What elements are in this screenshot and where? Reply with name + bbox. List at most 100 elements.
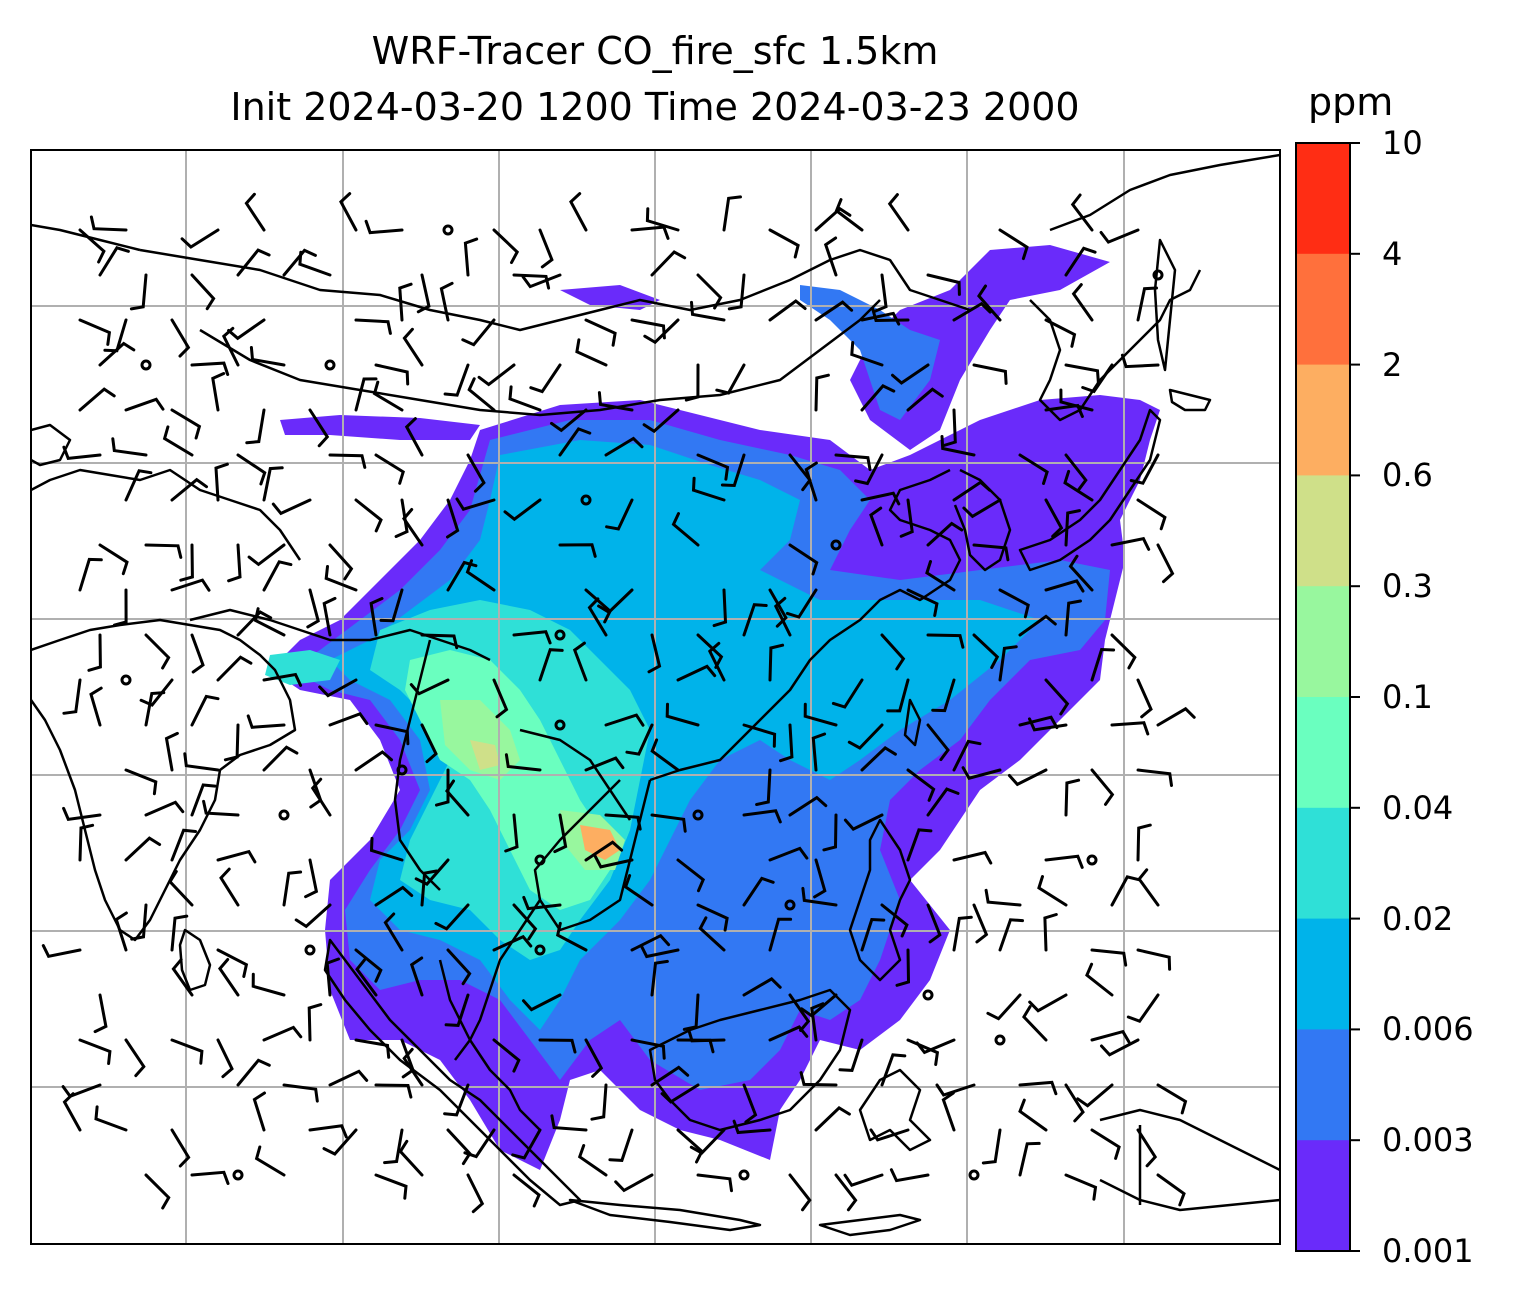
coast-srilanka [178,928,212,992]
wind-barb [986,993,1022,1021]
wind-barb [1044,854,1084,869]
wind-barb [98,246,130,277]
wind-barb [1126,993,1160,1024]
wind-barb [773,596,792,637]
wind-barb [439,281,454,322]
wind-barb [1156,1173,1186,1207]
calm-wind-marker [534,944,546,956]
wind-barb [935,1083,976,1097]
wind-barb [906,828,933,862]
wind-barb [282,248,317,277]
wind-barb [889,1168,930,1183]
wind-barb [322,596,337,637]
map-plot-area [31,150,1280,1244]
wind-barb [1071,283,1094,322]
wind-barb [597,391,634,412]
wind-barb [1129,453,1160,485]
wind-barb [364,219,404,235]
wind-barb [492,678,509,719]
wind-barb [1136,823,1152,862]
wind-barb [78,1038,112,1065]
wind-barb [952,915,973,952]
wind-barb [645,207,680,232]
wind-barb [170,408,202,440]
colorbar-segment [1296,364,1350,476]
wind-barb [1136,1128,1158,1168]
coast-malay [438,959,541,1131]
wind-barb [814,1106,851,1132]
wind-barb [144,800,185,817]
wind-barb [254,1145,286,1177]
wind-barb [1156,706,1196,727]
wind-barb [642,408,680,434]
wind-barb [689,1128,726,1155]
wind-barb [984,888,1022,907]
wind-barb [860,384,896,412]
wind-barb [584,318,617,347]
wind-barb [952,480,992,502]
wind-barb [1064,246,1097,277]
wind-barb [308,1124,348,1139]
wind-barb [253,607,286,637]
colorbar-segment [1296,253,1350,366]
calm-wind-marker [1152,269,1164,281]
coast-newguinea [1099,1108,1280,1172]
wind-barb [831,678,864,709]
wind-barb [926,633,965,649]
wind-barb [354,1038,391,1059]
wind-barb [308,408,330,448]
wind-barb [926,723,950,762]
calm-wind-marker [324,359,336,371]
wind-barb [1136,948,1172,971]
wind-barb [1099,228,1140,244]
wind-barb [130,903,148,941]
wind-barb [1156,1083,1188,1115]
wind-barb [577,1144,608,1177]
wind-barb [113,588,128,627]
wind-barb [251,972,286,997]
wind-barb [304,858,319,899]
wind-barb [811,732,827,772]
wind-barb [604,436,644,457]
wind-barb [369,597,384,637]
wind-barb [93,993,108,1034]
wind-barb [170,828,197,862]
wind-barb [249,346,286,367]
coast-taiwan [903,698,922,747]
calm-wind-marker [140,359,152,371]
wind-barb [62,1092,82,1132]
wind-barb [785,588,818,619]
coastlines-borders [31,153,1280,1237]
wind-barb [328,711,369,727]
wind-barb [190,633,205,674]
wind-barb [170,477,208,502]
wind-barb [89,686,103,727]
wind-barb [869,1128,910,1142]
wind-barb [180,228,220,249]
wind-barb [768,299,807,322]
wind-barb [660,1083,700,1104]
wind-barb [926,521,964,547]
wind-barb [190,273,216,311]
wind-barb [869,506,884,547]
wind-barb [416,273,431,314]
wind-barb [940,435,976,457]
colorbar-tick-label: 2 [1382,345,1403,384]
wind-barb [538,648,564,682]
wind-barb [504,753,542,772]
wind-barb [1059,388,1094,412]
wind-barb [801,886,838,907]
wind-barb [190,694,220,727]
wind-barb [171,958,194,997]
calm-wind-marker [232,1169,244,1181]
wind-barb [742,603,768,637]
wind-barb [94,1105,128,1132]
wind-barb [1100,1038,1140,1057]
wind-barb [650,959,669,997]
wind-barb [696,273,723,310]
wind-barb [972,633,1000,669]
wind-barb [822,813,838,852]
wind-barb [271,498,312,516]
wind-barb [676,858,706,893]
wind-barb [236,453,267,486]
